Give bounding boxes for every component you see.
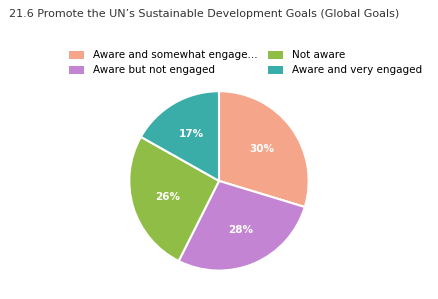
Wedge shape	[179, 181, 305, 271]
Wedge shape	[129, 137, 219, 261]
Text: 28%: 28%	[228, 225, 253, 235]
Wedge shape	[219, 91, 309, 207]
Text: 30%: 30%	[250, 144, 275, 154]
Text: 26%: 26%	[155, 192, 180, 202]
Text: 21.6 Promote the UN’s Sustainable Development Goals (Global Goals): 21.6 Promote the UN’s Sustainable Develo…	[9, 9, 399, 19]
Legend: Aware and somewhat engage..., Aware but not engaged, Not aware, Aware and very e: Aware and somewhat engage..., Aware but …	[69, 50, 422, 75]
Wedge shape	[141, 91, 219, 181]
Text: 17%: 17%	[179, 129, 205, 139]
